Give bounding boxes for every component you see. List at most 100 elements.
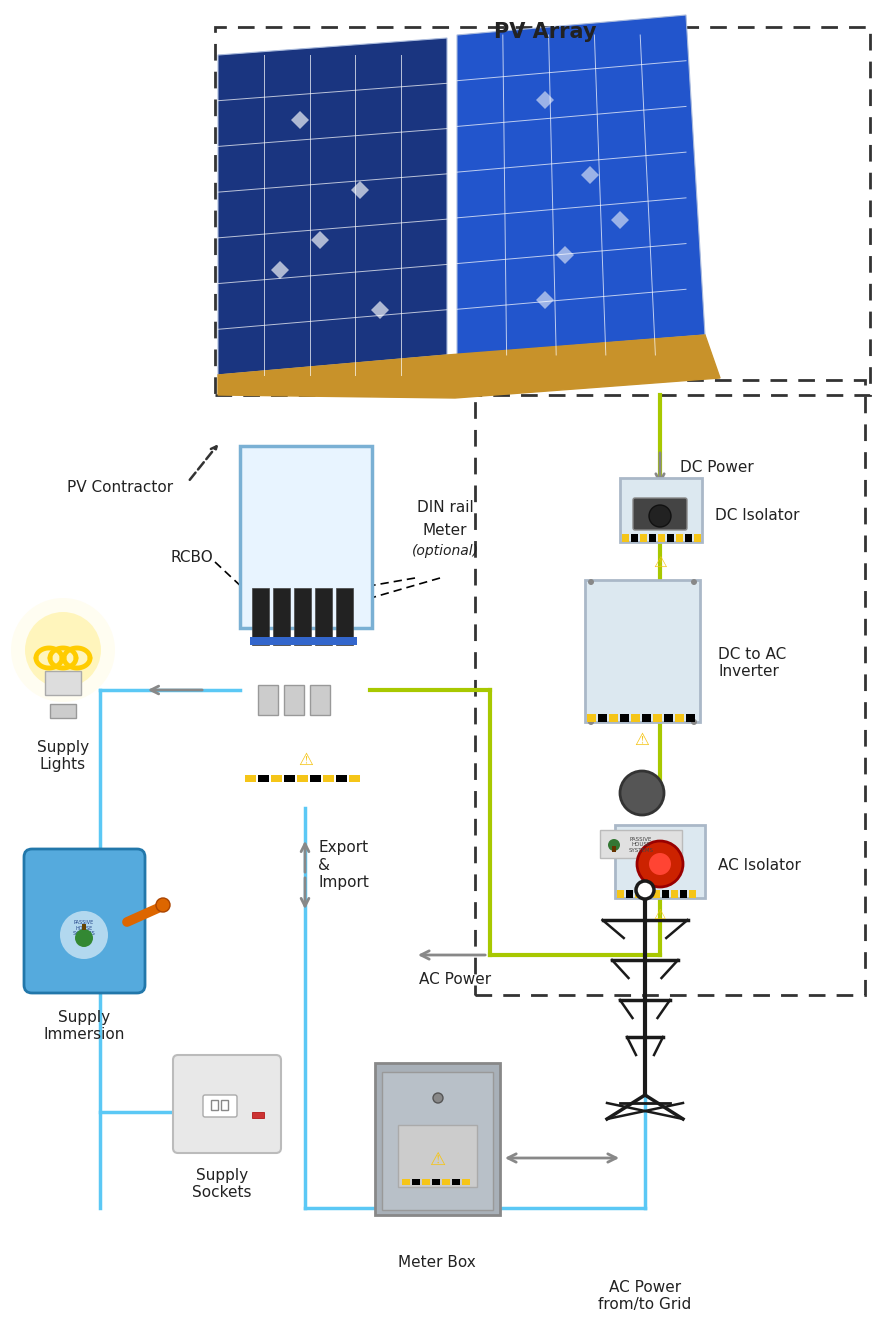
Bar <box>635 890 642 898</box>
Text: ⚠: ⚠ <box>635 731 649 749</box>
Bar <box>432 1179 440 1185</box>
FancyBboxPatch shape <box>375 1063 500 1215</box>
Bar <box>667 533 674 541</box>
Circle shape <box>60 910 108 959</box>
FancyBboxPatch shape <box>382 1072 493 1210</box>
Bar <box>50 705 76 718</box>
Circle shape <box>608 840 620 850</box>
Bar <box>252 1112 264 1118</box>
Bar <box>609 714 618 722</box>
Text: AC Power
from/to Grid: AC Power from/to Grid <box>599 1280 691 1313</box>
Text: Meter Box: Meter Box <box>398 1255 476 1270</box>
Text: PASSIVE
HOUSE
SYSTEMS: PASSIVE HOUSE SYSTEMS <box>629 837 653 853</box>
Bar <box>284 775 295 782</box>
Bar <box>452 1179 460 1185</box>
Circle shape <box>637 841 683 886</box>
Bar <box>462 1179 470 1185</box>
Bar <box>671 890 678 898</box>
FancyBboxPatch shape <box>585 580 700 722</box>
Polygon shape <box>351 180 369 199</box>
Polygon shape <box>218 37 447 374</box>
Bar <box>675 714 684 722</box>
Bar <box>694 533 701 541</box>
Polygon shape <box>536 291 554 309</box>
Circle shape <box>433 1094 443 1103</box>
Polygon shape <box>536 91 554 110</box>
Polygon shape <box>311 231 329 249</box>
FancyBboxPatch shape <box>633 497 687 529</box>
Bar <box>45 671 81 695</box>
Text: Consumer
Unit: Consumer Unit <box>267 511 345 543</box>
Polygon shape <box>271 261 289 279</box>
Circle shape <box>11 598 115 702</box>
FancyBboxPatch shape <box>24 849 145 993</box>
Circle shape <box>691 579 697 586</box>
Bar <box>612 846 616 852</box>
FancyBboxPatch shape <box>615 825 705 898</box>
Text: ⚠: ⚠ <box>429 1151 445 1169</box>
FancyBboxPatch shape <box>203 1095 237 1116</box>
Circle shape <box>156 898 170 912</box>
Bar <box>622 533 629 541</box>
Text: (optional): (optional) <box>411 544 479 558</box>
FancyBboxPatch shape <box>173 1055 281 1152</box>
Text: Supply
Lights: Supply Lights <box>37 739 89 773</box>
Bar <box>402 1179 410 1185</box>
Circle shape <box>691 719 697 725</box>
Bar <box>211 1100 218 1110</box>
Bar <box>215 27 870 394</box>
Bar <box>620 714 629 722</box>
Bar <box>644 890 651 898</box>
Bar <box>631 714 640 722</box>
Bar <box>323 775 334 782</box>
Bar <box>640 533 647 541</box>
Bar <box>82 924 86 931</box>
Bar <box>587 714 596 722</box>
Text: Supply
Immersion: Supply Immersion <box>43 1009 125 1043</box>
Circle shape <box>620 771 664 816</box>
Bar <box>336 775 347 782</box>
Bar <box>686 714 695 722</box>
Bar <box>412 1179 420 1185</box>
Polygon shape <box>457 15 705 356</box>
Polygon shape <box>371 301 389 320</box>
Bar <box>310 685 330 715</box>
Text: ⚠: ⚠ <box>298 751 313 769</box>
Bar <box>631 533 638 541</box>
Bar <box>685 533 692 541</box>
Text: DC Isolator: DC Isolator <box>715 508 799 523</box>
Bar <box>442 1179 450 1185</box>
Circle shape <box>649 853 671 874</box>
Polygon shape <box>218 336 720 398</box>
Circle shape <box>636 881 654 898</box>
Bar <box>349 775 360 782</box>
Text: PV Array: PV Array <box>494 21 596 41</box>
Bar <box>658 533 665 541</box>
Bar <box>250 636 357 644</box>
Bar <box>600 830 682 858</box>
Circle shape <box>25 612 101 689</box>
Bar <box>297 775 308 782</box>
Circle shape <box>75 929 93 947</box>
Bar <box>598 714 607 722</box>
Bar <box>273 588 290 644</box>
Bar <box>617 890 624 898</box>
Bar <box>422 1179 430 1185</box>
Bar <box>653 890 660 898</box>
Bar <box>284 685 304 715</box>
Text: AC Power: AC Power <box>419 972 491 987</box>
Bar <box>252 588 269 644</box>
Text: ⚠: ⚠ <box>653 555 667 570</box>
Text: Supply
Sockets: Supply Sockets <box>192 1169 252 1201</box>
FancyBboxPatch shape <box>398 1124 477 1187</box>
Bar <box>676 533 683 541</box>
Bar <box>310 775 321 782</box>
Bar <box>475 380 865 995</box>
Text: Meter: Meter <box>423 523 467 537</box>
Bar <box>245 775 256 782</box>
Circle shape <box>588 579 594 586</box>
Bar <box>221 1100 228 1110</box>
Bar <box>680 890 687 898</box>
Text: Export
&
Import: Export & Import <box>318 840 369 890</box>
Bar <box>689 890 696 898</box>
